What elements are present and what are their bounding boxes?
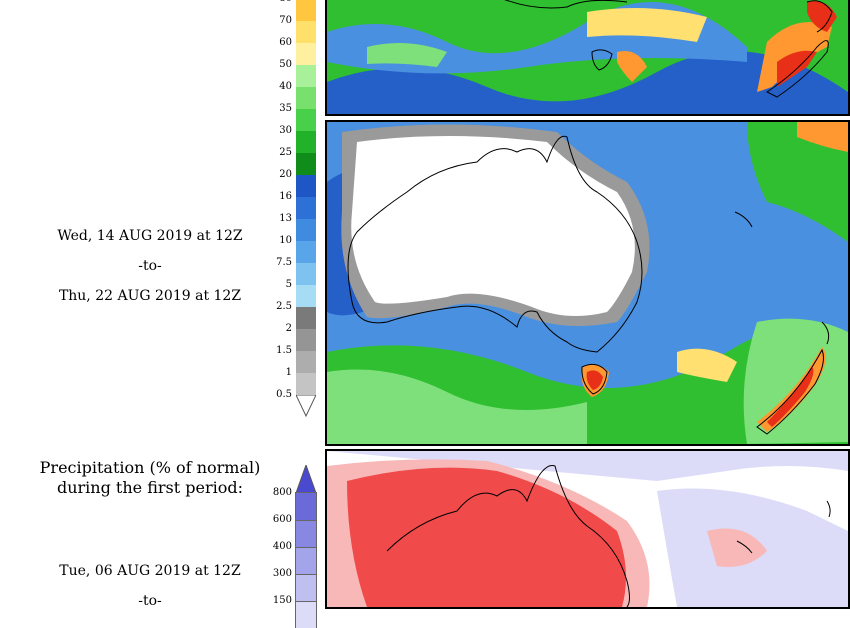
period-start: Wed, 14 AUG 2019 at 12Z — [57, 228, 243, 244]
colorbar-swatch — [296, 153, 316, 175]
coastline — [756, 348, 824, 435]
coastline — [766, 40, 829, 98]
colorbar-label: 20 — [279, 169, 292, 180]
colorbar-label: 40 — [279, 81, 292, 92]
colorbar-swatch — [296, 307, 316, 329]
anomaly-field — [327, 451, 848, 481]
colorbar-label: 1 — [285, 367, 292, 378]
colorbar-swatch — [296, 175, 316, 197]
colorbar-label: 25 — [279, 147, 292, 158]
colorbar-label: 16 — [279, 191, 292, 202]
colorbar-label: 13 — [279, 213, 292, 224]
colorbar-swatch — [296, 65, 316, 87]
rain-band — [677, 348, 737, 382]
colorbar-label: 300 — [272, 568, 292, 579]
colorbar-swatch — [296, 87, 316, 109]
rain-band — [757, 347, 826, 432]
colorbar-label: 2 — [285, 323, 292, 334]
colorbar-swatch — [295, 492, 317, 521]
colorbar-swatch — [295, 519, 317, 548]
colorbar-label: 2.5 — [276, 301, 292, 312]
rain-band — [586, 370, 603, 390]
colorbar-label: 10 — [279, 235, 292, 246]
rain-band — [797, 122, 848, 152]
coastline — [591, 49, 613, 71]
colorbar-label: 600 — [272, 514, 292, 525]
rain-band — [587, 8, 707, 42]
anomaly-field — [707, 528, 767, 567]
rain-band — [617, 51, 647, 82]
rain-band — [367, 43, 447, 67]
colorbar-label: 50 — [279, 59, 292, 70]
colorbar-label: 5 — [285, 279, 292, 290]
colorbar-swatch — [296, 43, 316, 65]
colorbar-swatch — [296, 241, 316, 263]
colorbar-label: 35 — [279, 103, 292, 114]
period-end: Thu, 22 AUG 2019 at 12Z — [58, 288, 242, 304]
rain-band — [327, 51, 848, 114]
colorbar-swatch — [296, 21, 316, 43]
colorbar-label: 70 — [279, 15, 292, 26]
precip-map-top — [325, 0, 850, 116]
period-separator: -to- — [138, 258, 162, 274]
anomaly-period-start: Tue, 06 AUG 2019 at 12Z — [59, 563, 241, 579]
rain-band — [747, 122, 848, 242]
colorbar-swatch — [296, 219, 316, 241]
colorbar-swatch — [296, 285, 316, 307]
anomaly-title-line2: during the first period: — [56, 478, 244, 497]
colorbar-swatch — [296, 197, 316, 219]
colorbar-label: 1.5 — [276, 345, 292, 356]
rain-band — [327, 369, 587, 444]
coastline — [504, 0, 628, 9]
colorbar-label: 800 — [272, 487, 292, 498]
colorbar-label: 60 — [279, 37, 292, 48]
colorbar-swatch — [296, 131, 316, 153]
colorbar-swatch — [296, 109, 316, 131]
coastline — [386, 464, 630, 607]
colorbar-swatch — [295, 573, 317, 602]
colorbar-min-triangle — [296, 395, 316, 417]
colorbar-label: 80 — [252, 0, 292, 4]
coastline — [734, 211, 753, 228]
colorbar-swatch — [296, 351, 316, 373]
colorbar-swatch — [296, 0, 316, 21]
coastline — [581, 363, 608, 395]
colorbar-swatch — [295, 546, 317, 575]
anomaly-field — [347, 467, 626, 607]
anomaly-title-line1: Precipitation (% of normal) — [39, 458, 261, 477]
colorbar-swatch — [296, 329, 316, 351]
coastline — [347, 135, 643, 353]
coastline — [826, 500, 831, 518]
colorbar-label: 30 — [279, 125, 292, 136]
coastline — [821, 321, 830, 345]
colorbar-swatch — [296, 263, 316, 285]
colorbar-label: 0.5 — [276, 389, 292, 400]
precipitation-colorbar: 0.511.522.557.5101316202530354050607080 — [276, 0, 316, 417]
anomaly-map — [325, 449, 850, 609]
anomaly-period-separator: -to- — [138, 593, 162, 609]
colorbar-label: 400 — [272, 541, 292, 552]
coastline — [806, 0, 833, 33]
precip-map-main — [325, 120, 850, 446]
colorbar-max-triangle — [296, 465, 316, 493]
colorbar-label: 7.5 — [276, 257, 292, 268]
coastline — [736, 540, 753, 554]
colorbar-swatch — [296, 373, 316, 395]
